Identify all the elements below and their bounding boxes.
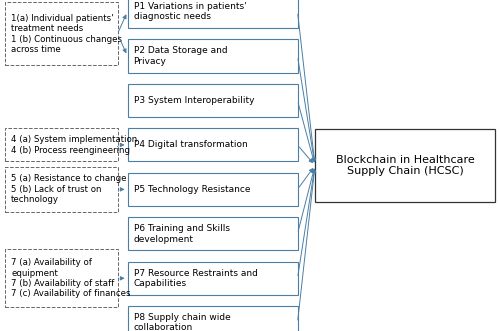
Text: 5 (a) Resistance to change
5 (b) Lack of trust on
technology: 5 (a) Resistance to change 5 (b) Lack of… [11,174,126,204]
FancyBboxPatch shape [128,84,298,117]
Text: P2 Data Storage and
Privacy: P2 Data Storage and Privacy [134,46,227,66]
FancyBboxPatch shape [128,128,298,162]
FancyBboxPatch shape [315,129,495,202]
FancyBboxPatch shape [128,306,298,331]
FancyBboxPatch shape [128,39,298,72]
Text: P1 Variations in patients'
diagnostic needs: P1 Variations in patients' diagnostic ne… [134,2,246,21]
Text: 7 (a) Availability of
equipment
7 (b) Availability of staff
7 (c) Availability o: 7 (a) Availability of equipment 7 (b) Av… [11,258,130,298]
Text: 4 (a) System implementation
4 (b) Process reengineering: 4 (a) System implementation 4 (b) Proces… [11,135,137,155]
FancyBboxPatch shape [128,262,298,295]
FancyBboxPatch shape [5,2,117,65]
Text: P3 System Interoperability: P3 System Interoperability [134,96,254,105]
FancyBboxPatch shape [128,0,298,28]
Text: P8 Supply chain wide
collaboration: P8 Supply chain wide collaboration [134,313,230,331]
Text: P6 Training and Skills
development: P6 Training and Skills development [134,224,230,244]
Text: P4 Digital transformation: P4 Digital transformation [134,140,247,149]
Text: P7 Resource Restraints and
Capabilities: P7 Resource Restraints and Capabilities [134,268,258,288]
FancyBboxPatch shape [128,173,298,206]
FancyBboxPatch shape [5,167,117,212]
FancyBboxPatch shape [5,249,117,307]
Text: 1(a) Individual patients'
treatment needs
1 (b) Continuous changes
across time: 1(a) Individual patients' treatment need… [11,14,122,54]
FancyBboxPatch shape [128,217,298,250]
Text: P5 Technology Resistance: P5 Technology Resistance [134,185,250,194]
FancyBboxPatch shape [5,128,117,162]
Text: Blockchain in Healthcare
Supply Chain (HCSC): Blockchain in Healthcare Supply Chain (H… [336,155,474,176]
